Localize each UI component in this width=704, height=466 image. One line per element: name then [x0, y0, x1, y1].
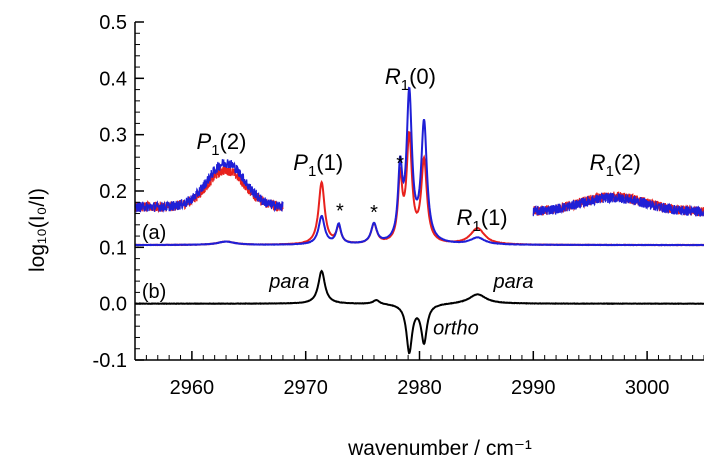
peak-label: P1(1)	[293, 150, 343, 180]
series-1-inset-1	[532, 192, 704, 217]
x-tick-label: 2970	[283, 377, 328, 399]
y-tick-label: 0.0	[99, 294, 127, 316]
labels: wavenumber / cm⁻¹ log₁₀(I₀/I) (a) (b) para…	[26, 64, 641, 460]
y-tick-label: 0.5	[99, 12, 127, 34]
plot-traces	[134, 86, 704, 355]
y-axis-label: log₁₀(I₀/I)	[26, 188, 49, 272]
y-tick-label: 0.4	[99, 68, 127, 90]
series-2	[134, 269, 704, 355]
annotation: para	[268, 271, 309, 293]
x-tick-label: 2980	[397, 377, 442, 399]
series-1-line	[134, 86, 704, 247]
peak-label: P1(2)	[197, 129, 247, 159]
series-2-line	[134, 269, 704, 355]
peak-label: R1(0)	[385, 64, 436, 94]
peak-label: R1(2)	[590, 150, 641, 180]
annotation: ortho	[433, 318, 479, 340]
x-tick-label: 3000	[625, 377, 670, 399]
axes: -0.1 0.0 0.1 0.2 0.3 0.4 0.5 2960 2970 2980 2990 30…	[93, 12, 704, 399]
y-tick-label: -0.1	[93, 350, 127, 372]
y-tick-label: 0.1	[99, 237, 127, 259]
x-axis-label: wavenumber / cm⁻¹	[347, 437, 532, 460]
y-tick-label: 0.3	[99, 125, 127, 147]
annotation: (a)	[142, 222, 166, 244]
annotation: (b)	[142, 281, 166, 303]
annotation: *	[336, 200, 344, 222]
peak-label: R1(1)	[457, 205, 508, 235]
series-1-inset-0	[134, 159, 284, 214]
x-tick-label: 2960	[170, 377, 215, 399]
x-tick-label: 2990	[511, 377, 556, 399]
annotation: para	[492, 271, 533, 293]
annotation: *	[370, 202, 378, 224]
series-1	[134, 86, 704, 247]
annotation: *	[396, 153, 404, 175]
y-tick-label: 0.2	[99, 181, 127, 203]
